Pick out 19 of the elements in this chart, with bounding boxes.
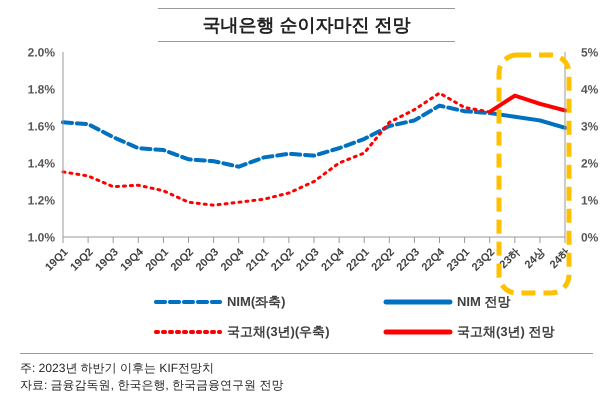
y-tick-label: 2.0% xyxy=(28,45,56,60)
y-tick-label: 1.8% xyxy=(28,82,56,96)
y2-tick-label: 4% xyxy=(581,82,599,96)
chart-title: 국내은행 순이자마진 전망 xyxy=(158,8,455,42)
y-tick-label: 1.6% xyxy=(28,119,56,134)
text: 자료: 금융감독원, 한국은행, 한국금융연구원 전망 xyxy=(20,377,284,394)
legend-label: 국고채(3년) 전망 xyxy=(457,323,554,341)
y-tick-label: 1.0% xyxy=(28,230,56,244)
y2-tick-label: 5% xyxy=(581,45,599,60)
y-tick-label: 1.4% xyxy=(28,156,56,170)
legend-label: 국고채(3년)(우축) xyxy=(227,323,330,341)
y2-tick-label: 3% xyxy=(581,119,599,134)
legend-label: NIM 전망 xyxy=(457,293,510,311)
y2-tick-label: 0% xyxy=(581,230,599,244)
text: 주: 2023년 하반기 이후는 KIF전망치 xyxy=(20,360,216,377)
y-tick-label: 1.2% xyxy=(28,193,56,208)
legend-label: NIM(좌축) xyxy=(227,293,286,311)
y2-tick-label: 1% xyxy=(581,193,599,208)
y2-tick-label: 2% xyxy=(581,156,599,170)
